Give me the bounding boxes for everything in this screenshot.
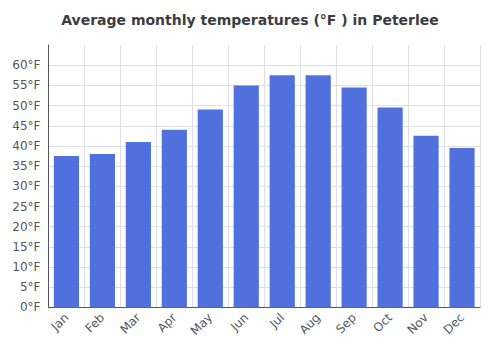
svg-text:60°F: 60°F (12, 58, 40, 72)
svg-text:May: May (188, 311, 215, 338)
svg-text:Jul: Jul (266, 311, 287, 332)
svg-text:30°F: 30°F (12, 179, 40, 193)
svg-text:Oct: Oct (370, 310, 395, 335)
svg-text:Average monthly temperatures (: Average monthly temperatures (°F ) in Pe… (61, 12, 439, 28)
svg-text:Aug: Aug (297, 311, 323, 337)
svg-text:Nov: Nov (405, 311, 431, 337)
svg-text:Dec: Dec (441, 311, 467, 337)
svg-text:35°F: 35°F (12, 159, 40, 173)
svg-text:Jun: Jun (227, 311, 251, 335)
svg-text:40°F: 40°F (12, 139, 40, 153)
svg-text:5°F: 5°F (20, 280, 41, 294)
svg-text:15°F: 15°F (12, 240, 40, 254)
svg-text:Jan: Jan (48, 311, 72, 335)
svg-text:0°F: 0°F (20, 300, 41, 314)
svg-text:Feb: Feb (82, 311, 107, 336)
svg-text:50°F: 50°F (12, 99, 40, 113)
svg-text:Mar: Mar (117, 310, 143, 336)
svg-text:55°F: 55°F (12, 78, 40, 92)
svg-text:10°F: 10°F (12, 260, 40, 274)
svg-text:Sep: Sep (333, 311, 359, 337)
svg-text:Apr: Apr (155, 310, 180, 335)
svg-text:25°F: 25°F (12, 200, 40, 214)
svg-text:20°F: 20°F (12, 220, 40, 234)
svg-text:45°F: 45°F (12, 119, 40, 133)
